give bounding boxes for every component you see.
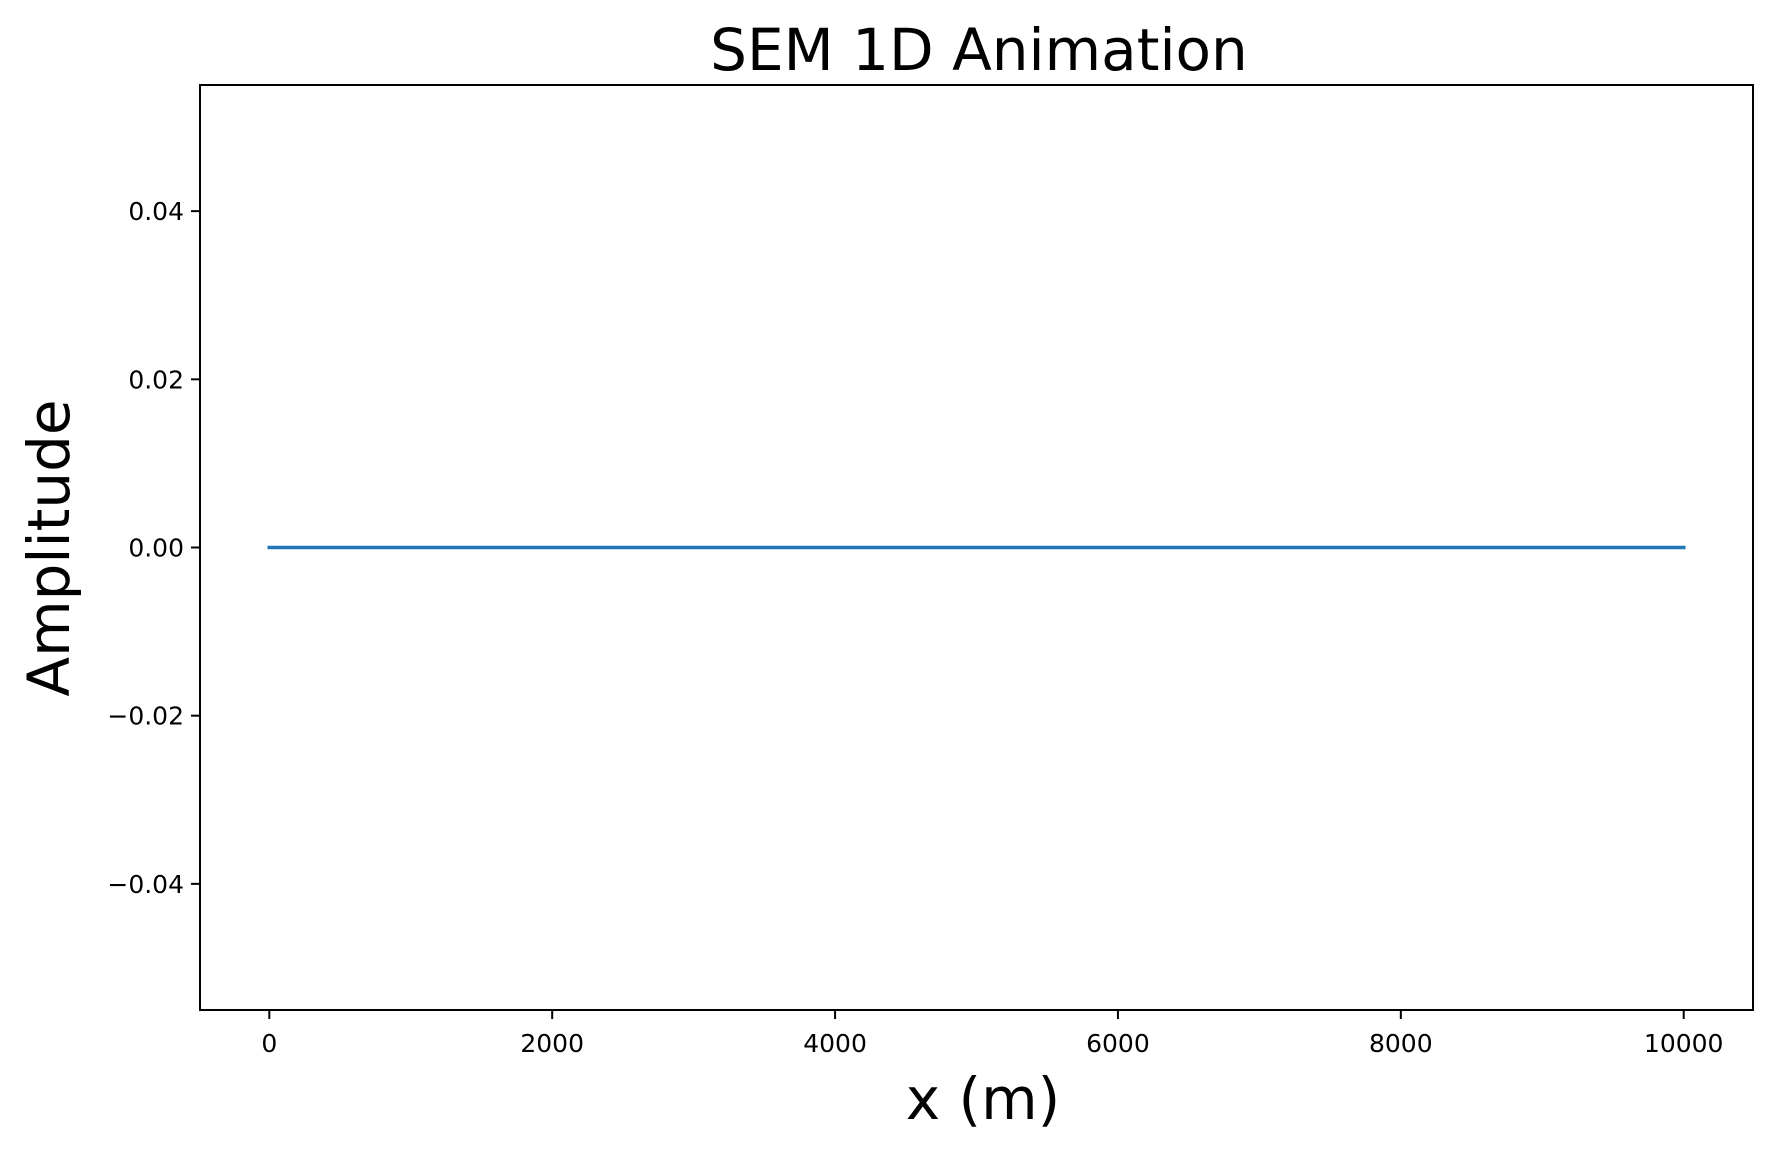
y-tick-label: −0.04 [107, 870, 184, 899]
y-tick-label: −0.02 [107, 702, 184, 731]
y-tick-label: 0.04 [128, 197, 184, 226]
chart-title: SEM 1D Animation [710, 16, 1248, 84]
x-tick-label: 10000 [1644, 1029, 1724, 1058]
x-tick-label: 4000 [803, 1029, 867, 1058]
x-tick-label: 6000 [1086, 1029, 1150, 1058]
x-tick-label: 2000 [520, 1029, 584, 1058]
y-tick-label: 0.02 [128, 365, 184, 394]
y-tick-label: 0.00 [128, 534, 184, 563]
x-tick-label: 8000 [1369, 1029, 1433, 1058]
x-axis-label: x (m) [906, 1065, 1061, 1133]
y-axis-label: Amplitude [15, 399, 83, 696]
x-tick-label: 0 [261, 1029, 277, 1058]
plot-area: 0 2000 4000 6000 8000 10000 0.04 0.02 0.00 −0.02 −… [107, 84, 1754, 1058]
